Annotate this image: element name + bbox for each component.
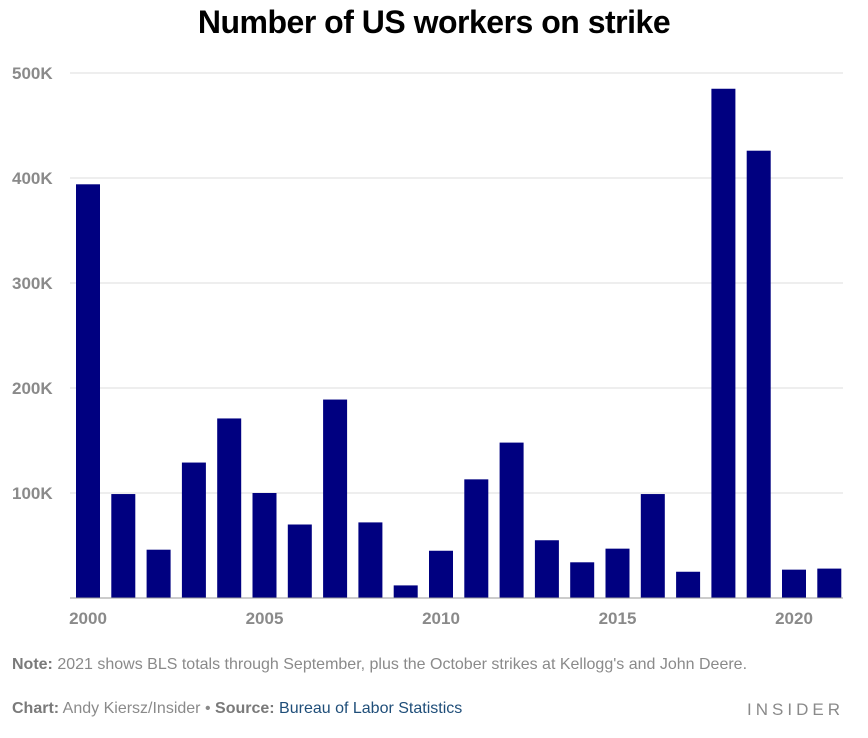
bar-2001 bbox=[111, 494, 136, 598]
bar-2018 bbox=[711, 88, 736, 598]
bar-2010 bbox=[429, 550, 453, 598]
x-tick-label: 2015 bbox=[599, 609, 637, 628]
bar-2014 bbox=[570, 562, 595, 598]
credit-chart-label: Chart: bbox=[12, 700, 60, 717]
credit-separator: • bbox=[200, 700, 216, 717]
bar-2004 bbox=[217, 418, 242, 598]
note-label: Note: bbox=[12, 656, 53, 673]
bar-2002 bbox=[146, 549, 171, 598]
x-tick-label: 2020 bbox=[775, 609, 813, 628]
note-text: 2021 shows BLS totals through September,… bbox=[52, 656, 748, 673]
credit-chart-author: Andy Kiersz/Insider bbox=[59, 700, 201, 717]
bar-2000 bbox=[76, 184, 100, 599]
bar-2015 bbox=[605, 548, 630, 598]
bar-2017 bbox=[676, 571, 701, 598]
x-axis-ticks: 2000 2005 2010 2015 2020 bbox=[69, 609, 813, 628]
x-tick-label: 2000 bbox=[69, 609, 107, 628]
insider-logo: INSIDER bbox=[747, 700, 844, 719]
chart-title: Number of US workers on strike bbox=[197, 4, 671, 40]
x-tick-label: 2005 bbox=[246, 609, 284, 628]
y-axis-ticks: 100K 200K 300K 400K 500K bbox=[12, 64, 53, 503]
x-tick-label: 2010 bbox=[422, 609, 460, 628]
bar-2009 bbox=[393, 585, 418, 598]
y-tick-label: 400K bbox=[12, 169, 53, 188]
bar-2020 bbox=[782, 569, 806, 598]
y-tick-label: 100K bbox=[12, 484, 53, 503]
bar-2012 bbox=[499, 442, 524, 598]
bar-2019 bbox=[746, 150, 771, 598]
bar-2006 bbox=[287, 524, 312, 598]
y-tick-label: 200K bbox=[12, 379, 53, 398]
chart-credit: Chart: Andy Kiersz/Insider • Source: Bur… bbox=[12, 700, 462, 718]
bar-2003 bbox=[181, 462, 206, 598]
bar-2008 bbox=[358, 522, 383, 598]
y-tick-label: 300K bbox=[12, 274, 53, 293]
bar-2016 bbox=[640, 494, 665, 598]
bar-2013 bbox=[534, 540, 559, 598]
bar-2005 bbox=[252, 493, 277, 598]
credit-source-label: Source: bbox=[215, 700, 275, 717]
bar-2007 bbox=[323, 399, 348, 598]
y-tick-label: 500K bbox=[12, 64, 53, 83]
bar-2011 bbox=[464, 479, 489, 598]
bar-chart: 100K 200K 300K 400K 500K 2000 2005 2010 2015 202… bbox=[12, 64, 843, 628]
chart-note: Note: 2021 shows BLS totals through Sept… bbox=[12, 656, 747, 674]
source-link[interactable]: Bureau of Labor Statistics bbox=[279, 700, 463, 717]
bars bbox=[70, 88, 843, 599]
bar-2021 bbox=[817, 568, 842, 598]
